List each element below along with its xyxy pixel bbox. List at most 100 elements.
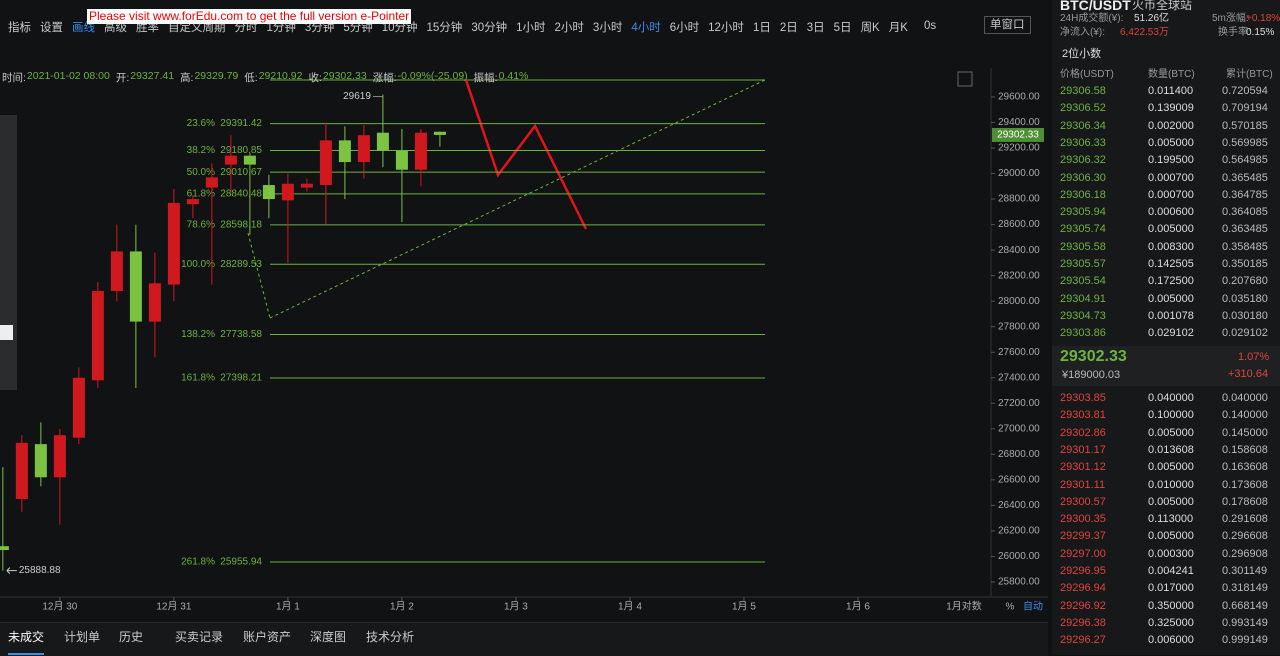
info-label: 时间: [2, 72, 26, 84]
fib-percent: 78.6% [187, 219, 215, 230]
fib-trend-line [247, 232, 271, 319]
chart-expand[interactable] [957, 71, 973, 87]
order-amount: 0.010000 [1148, 478, 1194, 491]
period-button[interactable]: 3小时 [592, 22, 623, 34]
toolbar-item[interactable]: 设置 [40, 22, 63, 34]
order-amount: 0.040000 [1148, 392, 1194, 404]
period-button[interactable]: 2小时 [554, 22, 584, 34]
info-label: 低: [244, 72, 258, 84]
fib-value: 28840.48 [220, 189, 262, 200]
x-tick-label: 12月 31 [156, 601, 191, 613]
order-amount: 0.006000 [1148, 634, 1194, 647]
order-amount: 0.350000 [1148, 599, 1194, 612]
order-total: 0.993149 [1222, 616, 1268, 629]
order-price: 29301.12 [1060, 461, 1106, 474]
period-button[interactable]: 月K [888, 22, 908, 34]
tab[interactable]: 未成交 [8, 630, 45, 644]
period-button[interactable]: 1分钟 [266, 22, 296, 34]
fib-value: 28289.53 [220, 259, 262, 270]
toolbar-item[interactable]: 画线 [72, 22, 95, 34]
y-tick-label: 27200.00 [998, 398, 1040, 409]
order-total: 0.364085 [1222, 206, 1268, 219]
period-button[interactable]: 3日 [806, 22, 825, 34]
order-total: 0.029102 [1222, 327, 1268, 340]
change5m-label: 5m涨幅: [1212, 13, 1249, 24]
order-total: 0.569985 [1222, 136, 1268, 149]
period-button[interactable]: 5日 [833, 22, 852, 34]
refresh[interactable]: 0s [924, 20, 937, 32]
left-toolbox [0, 115, 17, 390]
fib-value: 27398.21 [220, 373, 262, 384]
y-tick-label: 29200.00 [998, 143, 1040, 154]
chart: 25800.00 26000.00 26200.00 26400.00 26600.00… [0, 0, 1048, 622]
y-tick-label: 26400.00 [998, 500, 1040, 511]
volume-label: 24H成交额(¥): [1060, 13, 1124, 24]
order-total: 0.296608 [1222, 530, 1268, 543]
period-button[interactable]: 周K [860, 22, 880, 34]
candle-body [414, 132, 427, 170]
x-tick-label: 1月 5 [732, 601, 756, 613]
order-total: 0.178608 [1222, 495, 1268, 508]
period-button[interactable]: 30分钟 [471, 22, 508, 34]
order-total: 0.035180 [1222, 292, 1268, 305]
fib-percent: 261.8% [181, 557, 215, 568]
order-total: 0.358485 [1222, 240, 1268, 253]
order-amount: 0.005000 [1148, 530, 1194, 543]
order-total: 0.318149 [1222, 582, 1268, 595]
mid-price: 29302.33 [1060, 348, 1127, 365]
order-amount: 0.001078 [1148, 309, 1194, 322]
period-button[interactable]: 15分钟 [426, 22, 463, 34]
tab[interactable]: 买卖记录 [175, 630, 224, 644]
order-price: 29305.94 [1060, 206, 1106, 219]
x-tick-label: 1月 2 [390, 601, 414, 613]
period-button[interactable]: 3分钟 [304, 22, 335, 34]
y-tick-label: 26800.00 [998, 449, 1040, 460]
active-tab-underline [8, 653, 44, 655]
tab[interactable]: 深度图 [310, 630, 347, 644]
toolbar-item[interactable]: 自定义周期 [168, 22, 226, 34]
order-amount: 0.000700 [1148, 188, 1194, 201]
period-button[interactable]: 6小时 [669, 22, 700, 34]
order-amount: 0.013608 [1148, 443, 1194, 456]
period-button[interactable]: 1日 [752, 22, 771, 34]
order-total: 0.365485 [1222, 171, 1268, 184]
toolbar-item[interactable]: 胜率 [136, 22, 159, 34]
toolbar-item[interactable]: 高级 [104, 22, 127, 34]
order-total: 0.564985 [1222, 154, 1268, 167]
last-price-label: 29302.33 [997, 130, 1039, 141]
info-label: 涨幅: [372, 72, 397, 84]
order-price: 29306.32 [1060, 154, 1106, 167]
period-button[interactable]: 10分钟 [381, 22, 418, 34]
fib-value: 29391.42 [220, 118, 262, 129]
candle-body [167, 202, 180, 285]
info-value: 29327.41 [130, 70, 175, 82]
order-amount: 0.005000 [1148, 136, 1194, 149]
mid-price-box [1052, 346, 1280, 386]
period-button[interactable]: 1小时 [516, 22, 546, 34]
toolbar-item[interactable]: 指标 [8, 22, 31, 34]
tab[interactable]: 历史 [119, 630, 144, 644]
order-amount: 0.199500 [1148, 154, 1194, 167]
info-value: 29302.33 [322, 70, 367, 82]
period-button[interactable]: 4小时 [631, 22, 661, 34]
inflow: 6,422.53万 [1120, 27, 1169, 38]
tab[interactable]: 技术分析 [366, 630, 415, 644]
info-label: 振幅: [473, 72, 498, 84]
period-button[interactable]: 2日 [779, 22, 798, 34]
low-arrow [6, 567, 17, 574]
candle-body [34, 444, 47, 478]
fib-percent: 161.8% [181, 373, 215, 384]
chart-bg [0, 0, 1048, 622]
y-tick-label: 26600.00 [998, 474, 1040, 485]
order-amount: 0.100000 [1148, 409, 1194, 422]
candle-body [262, 185, 275, 200]
period-button[interactable]: 分时 [234, 22, 258, 34]
candle-body [433, 131, 446, 135]
fib-percent: 138.2% [181, 329, 215, 340]
fib-percent: 38.2% [187, 145, 215, 156]
period-button[interactable]: 12小时 [708, 22, 744, 34]
window-mode[interactable]: 单窗口 [984, 16, 1031, 34]
tab[interactable]: 账户资产 [243, 630, 292, 644]
tab[interactable]: 计划单 [64, 630, 101, 644]
period-button[interactable]: 5分钟 [343, 22, 373, 34]
